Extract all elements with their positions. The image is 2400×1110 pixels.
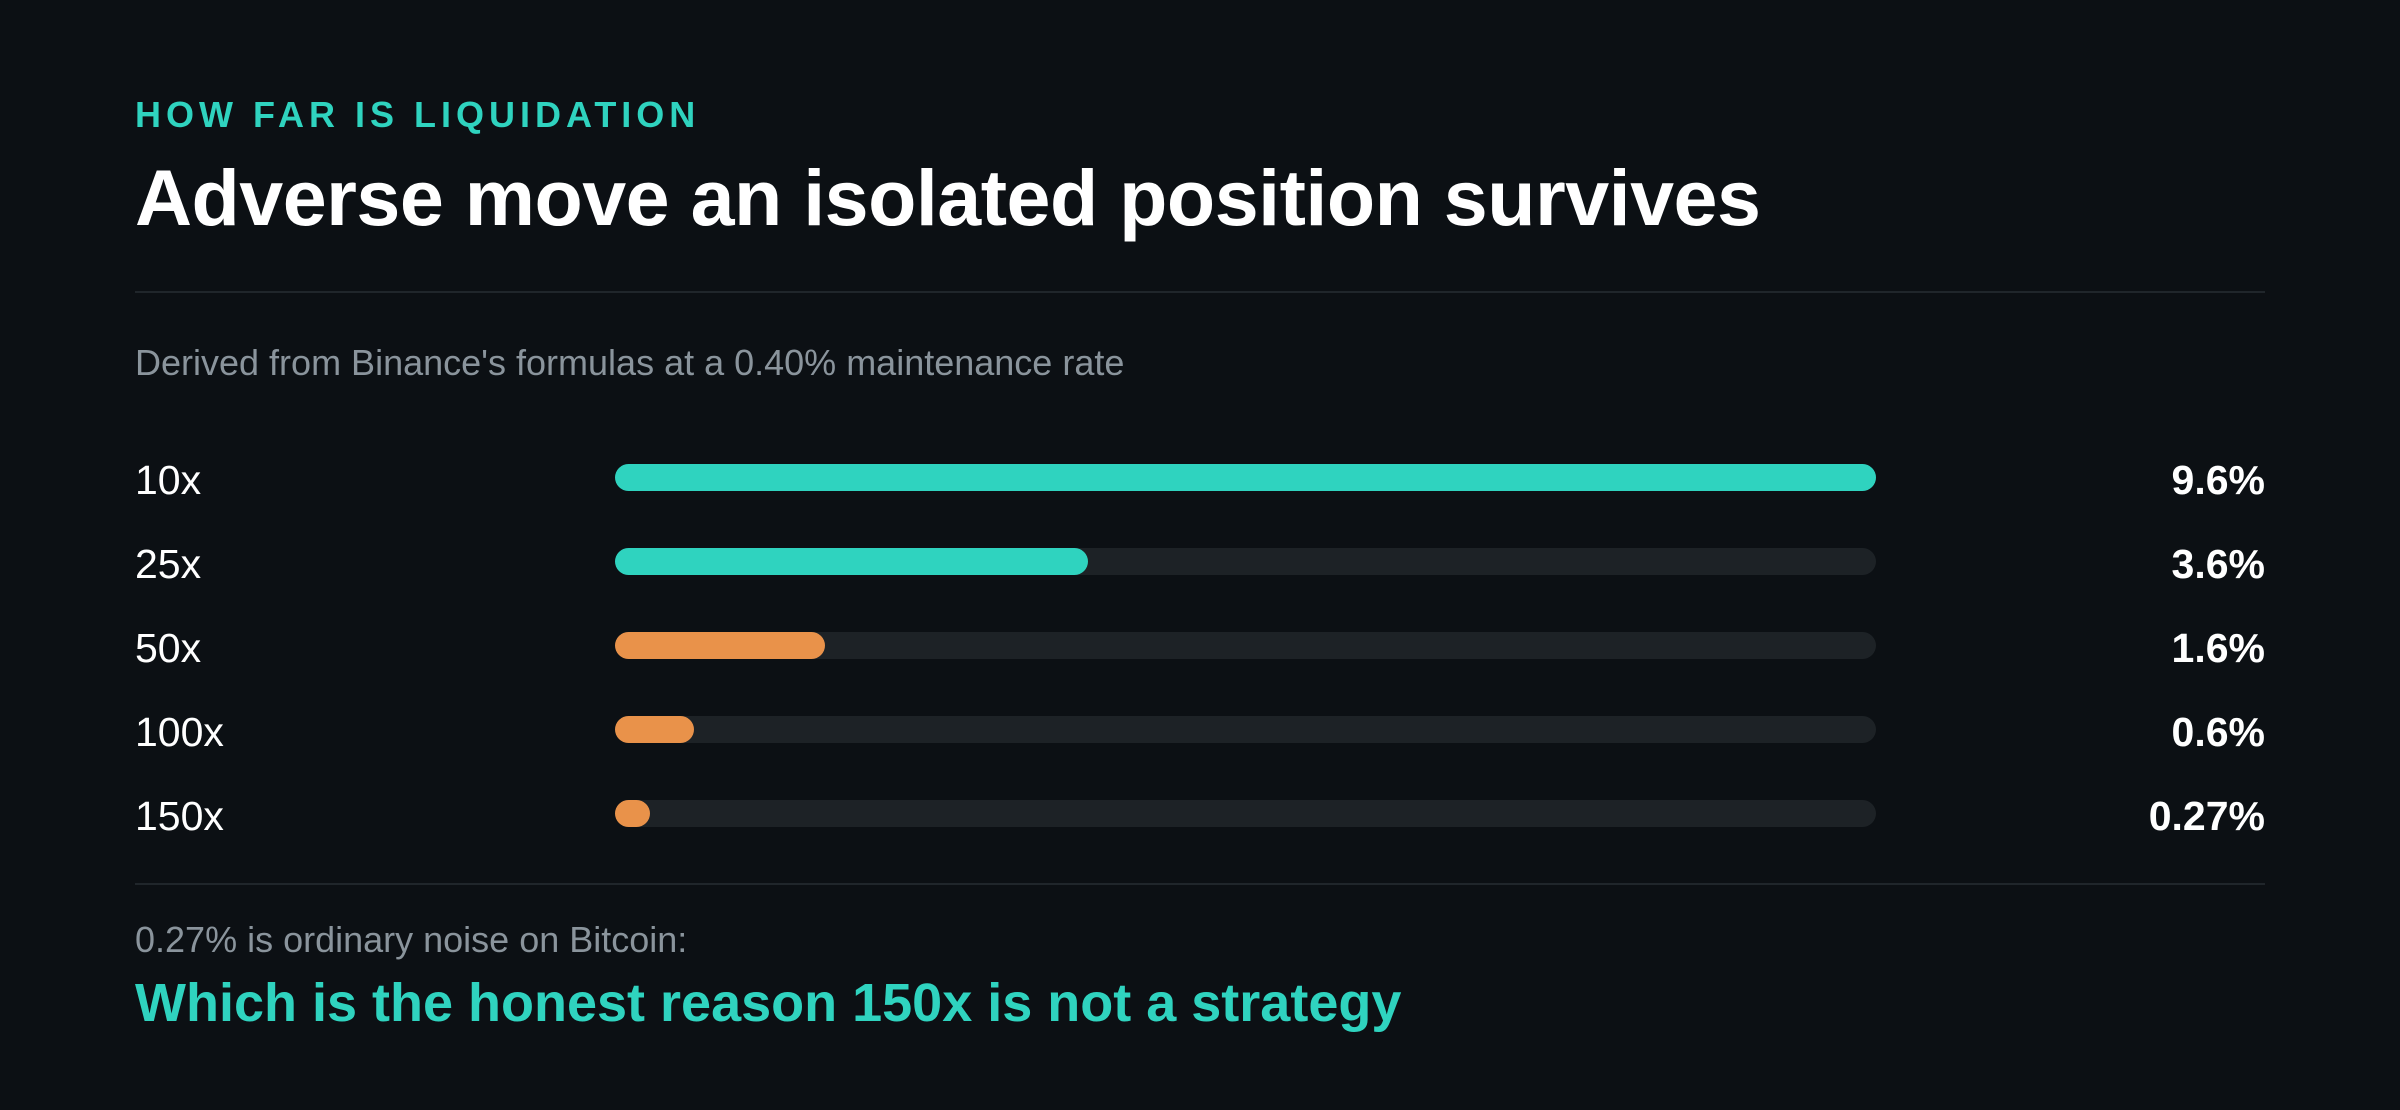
bar-track <box>615 464 1876 491</box>
bar-value-label: 0.27% <box>2148 793 2265 839</box>
bar-category-label: 100x <box>135 709 224 755</box>
bar-row: 10x 9.6% <box>135 447 2265 507</box>
eyebrow-label: HOW FAR IS LIQUIDATION <box>135 94 701 135</box>
bar-category-label: 10x <box>135 457 202 503</box>
bar-value-label: 1.6% <box>2171 625 2265 671</box>
bar-track <box>615 632 1876 659</box>
bar-fill <box>615 800 650 827</box>
bar-fill <box>615 464 1876 491</box>
footer-divider <box>135 883 2265 885</box>
bar-fill <box>615 632 825 659</box>
chart-card: HOW FAR IS LIQUIDATION Adverse move an i… <box>135 0 2265 1110</box>
footer-note: 0.27% is ordinary noise on Bitcoin: <box>135 919 688 960</box>
bar-row: 100x 0.6% <box>135 699 2265 759</box>
bar-category-label: 50x <box>135 625 202 671</box>
bar-category-label: 150x <box>135 793 224 839</box>
header-divider <box>135 291 2265 293</box>
bar-fill <box>615 716 694 743</box>
bar-track <box>615 716 1876 743</box>
bar-row: 50x 1.6% <box>135 615 2265 675</box>
bar-track <box>615 548 1876 575</box>
bar-value-label: 3.6% <box>2171 541 2265 587</box>
bar-track <box>615 800 1876 827</box>
bar-fill <box>615 548 1088 575</box>
footer-conclusion: Which is the honest reason 150x is not a… <box>135 973 1402 1033</box>
bar-category-label: 25x <box>135 541 202 587</box>
bar-row: 150x 0.27% <box>135 783 2265 843</box>
chart-subtitle: Derived from Binance's formulas at a 0.4… <box>135 342 1125 383</box>
bar-value-label: 0.6% <box>2171 709 2265 755</box>
bar-value-label: 9.6% <box>2171 457 2265 503</box>
chart-title: Adverse move an isolated position surviv… <box>135 153 1761 242</box>
bar-row: 25x 3.6% <box>135 531 2265 591</box>
